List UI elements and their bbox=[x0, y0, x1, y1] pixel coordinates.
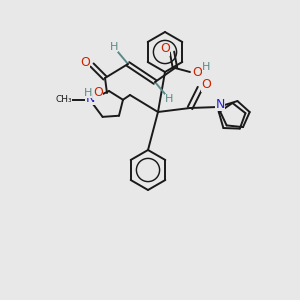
Text: O: O bbox=[93, 86, 103, 100]
Text: O: O bbox=[192, 65, 202, 79]
Text: N: N bbox=[215, 98, 225, 110]
Text: H: H bbox=[84, 88, 92, 98]
Text: N: N bbox=[85, 92, 95, 104]
Text: H: H bbox=[202, 62, 210, 72]
Text: H: H bbox=[110, 42, 118, 52]
Text: O: O bbox=[160, 43, 170, 56]
Text: O: O bbox=[201, 79, 211, 92]
Text: H: H bbox=[165, 94, 173, 104]
Text: CH₃: CH₃ bbox=[56, 95, 72, 104]
Text: O: O bbox=[80, 56, 90, 68]
